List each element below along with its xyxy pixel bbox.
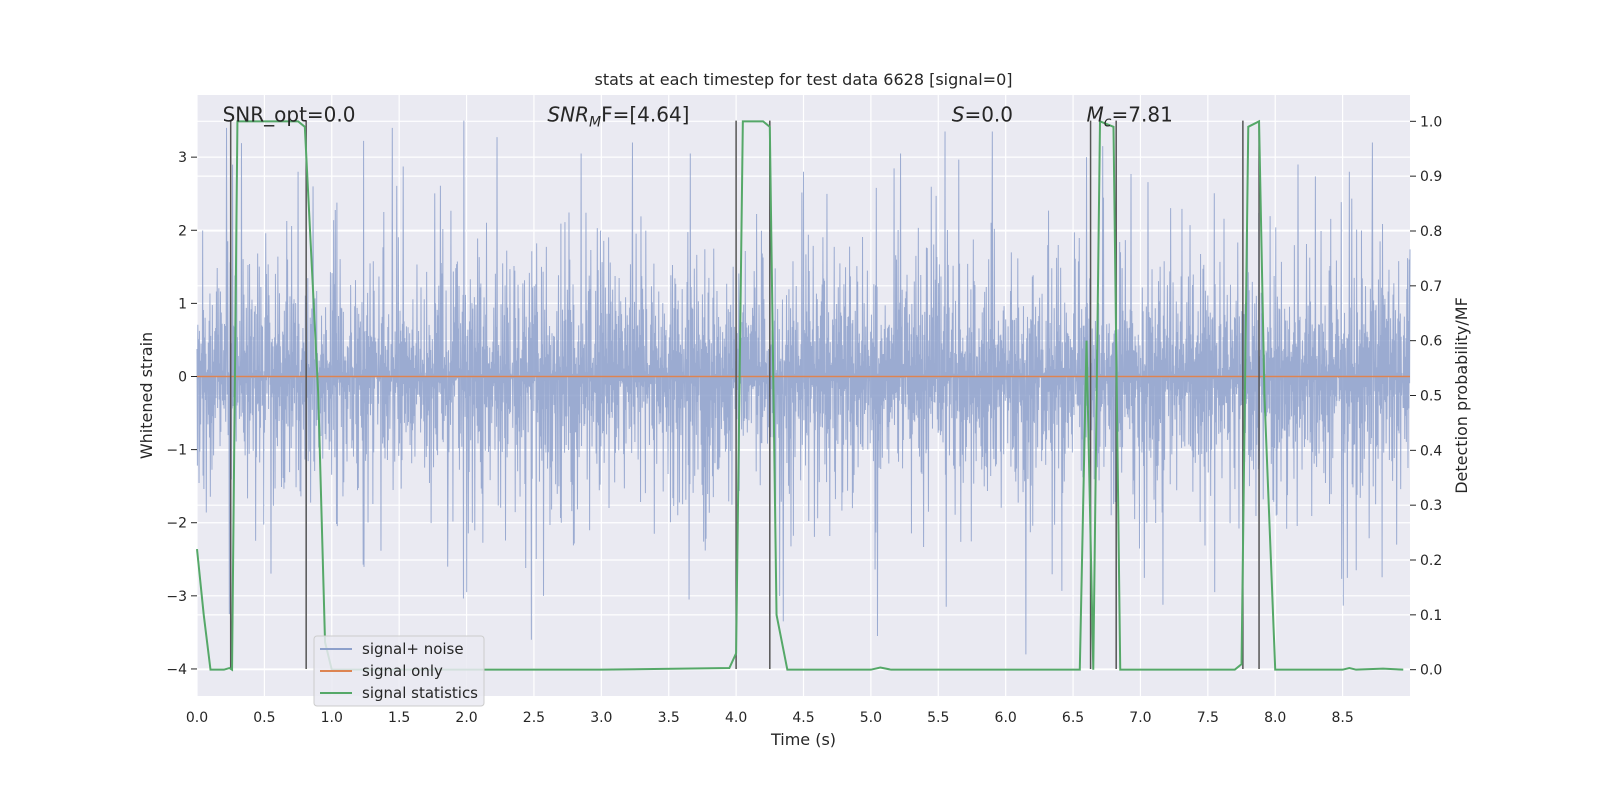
legend-label-signal-noise: signal+ noise (362, 640, 464, 658)
signal-statistics-line (196, 119, 1404, 672)
x-tick-label: 8.5 (1331, 710, 1353, 726)
series-signal-noise (196, 120, 1411, 655)
y-tick-label: 1 (178, 296, 187, 312)
x-tick-label: 4.0 (725, 710, 747, 726)
y-tick-label: −4 (166, 662, 187, 678)
x-tick-label: 2.5 (523, 710, 545, 726)
x-tick-label: 6.0 (995, 710, 1017, 726)
y-tick-label: 0 (178, 369, 187, 385)
legend-label-signal-statistics: signal statistics (362, 684, 478, 702)
series-signal-statistics (196, 119, 1404, 672)
legend-box (313, 635, 485, 707)
y2-tick-label: 0.8 (1420, 224, 1442, 240)
x-tick-label: 3.0 (590, 710, 612, 726)
y2-tick-label: 0.7 (1420, 279, 1442, 295)
y2-tick-label: 0.5 (1420, 389, 1442, 405)
chart-title: stats at each timestep for test data 662… (594, 70, 1012, 89)
x-tick-label: 5.0 (860, 710, 882, 726)
y2-tick-label: 0.4 (1420, 443, 1442, 459)
x-tick-label: 7.0 (1129, 710, 1151, 726)
x-tick-label: 8.0 (1264, 710, 1286, 726)
axes: 0.0 0.5 1.0 1.5 2.0 2.5 3.0 3.5 4.0 4.5 5.0 5.5 6.0 6… (166, 114, 1442, 726)
legend: signal+ noise signal only signal statist… (313, 635, 485, 707)
y2-tick-label: 0.6 (1420, 334, 1442, 350)
x-tick-label: 5.5 (927, 710, 949, 726)
x-axis-label: Time (s) (770, 730, 836, 749)
y-axis-label: Whitened strain (137, 332, 156, 459)
annotation-2: S=0.0 (952, 103, 1013, 127)
y-tick-label: −2 (166, 516, 187, 532)
x-tick-label: 0.5 (253, 710, 275, 726)
y-tick-label: 3 (178, 150, 187, 166)
x-tick-label: 4.5 (792, 710, 814, 726)
annotation-0: SNR_opt=0.0 (223, 103, 356, 127)
x-tick-label: 1.0 (321, 710, 343, 726)
y2-tick-label: 0.0 (1420, 663, 1442, 679)
y2-tick-label: 0.2 (1420, 553, 1442, 569)
annotations: SNR_opt=0.0 SNRMF=[4.64] S=0.0 Mc=7.81 (223, 103, 1173, 131)
x-tick-label: 7.5 (1197, 710, 1219, 726)
y2-tick-label: 0.3 (1420, 498, 1442, 514)
y2-tick-label: 0.1 (1420, 608, 1442, 624)
y-tick-label: 2 (178, 223, 187, 239)
y2-tick-label: 1.0 (1420, 114, 1442, 130)
x-tick-label: 0.0 (186, 710, 208, 726)
legend-label-signal-only: signal only (362, 662, 443, 680)
y-tick-label: −3 (166, 589, 187, 605)
annotation-3: Mc=7.81 (1087, 103, 1173, 131)
y2-tick-label: 0.9 (1420, 169, 1442, 185)
x-tick-label: 3.5 (658, 710, 680, 726)
y-tick-label: −1 (166, 443, 187, 459)
noise-line (196, 120, 1411, 655)
x-tick-label: 2.0 (455, 710, 477, 726)
annotation-1: SNRMF=[4.64] (547, 103, 689, 131)
x-tick-label: 6.5 (1062, 710, 1084, 726)
x-tick-label: 1.5 (388, 710, 410, 726)
y2-axis-label: Detection probability/MF (1452, 297, 1471, 494)
